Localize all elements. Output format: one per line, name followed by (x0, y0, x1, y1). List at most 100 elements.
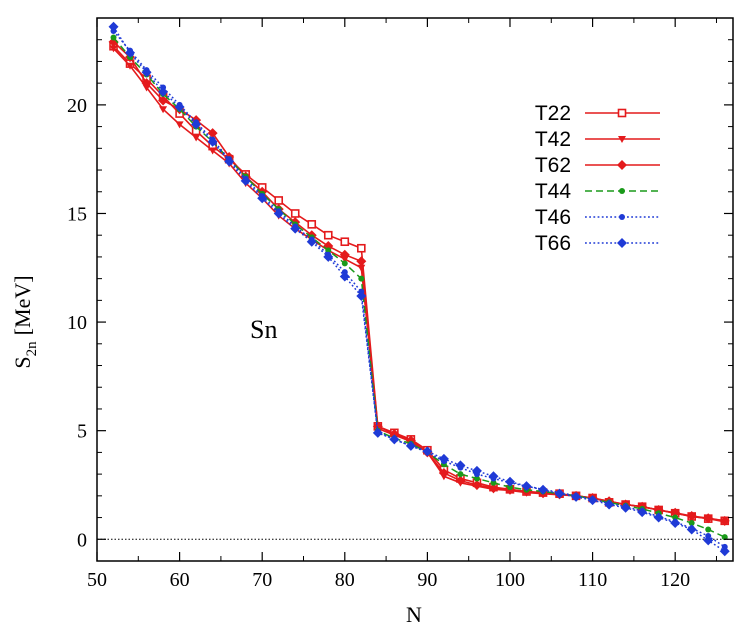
legend-entry-t66: T66 (535, 232, 660, 255)
data-point-t62 (339, 249, 350, 260)
data-point-t42 (109, 45, 118, 53)
x-tick-label: 80 (335, 569, 355, 591)
series-t46 (110, 28, 728, 550)
data-point-t66 (637, 507, 648, 518)
data-point-t66 (438, 453, 449, 464)
legend-marker-t42 (618, 136, 626, 143)
element-annotation: Sn (250, 315, 277, 344)
series-line-t42 (112, 47, 725, 523)
legend-label-t66: T66 (535, 232, 571, 255)
data-point-t62 (703, 513, 714, 524)
data-point-t62 (488, 483, 499, 494)
data-point-t66 (372, 427, 383, 438)
data-point-t42 (126, 62, 135, 70)
series-line-t46 (112, 30, 726, 548)
series-t62 (108, 36, 730, 526)
data-point-t62 (389, 428, 400, 439)
y-tick-label: 10 (67, 312, 87, 334)
data-point-t66 (389, 434, 400, 445)
data-point-t62 (356, 256, 367, 267)
data-point-t44 (341, 260, 348, 267)
series-t42 (109, 45, 729, 526)
data-point-t22 (307, 220, 317, 229)
data-point-t42 (192, 134, 201, 142)
y-tick-label: 0 (77, 529, 87, 551)
legend-marker-t46 (619, 214, 625, 220)
data-point-t66 (504, 476, 515, 487)
data-point-t66 (455, 460, 466, 471)
data-point-t22 (340, 237, 350, 247)
y-axis-label-unit: [MeV] (10, 275, 35, 335)
legend-marker-t22 (617, 108, 627, 118)
data-point-t44 (688, 519, 695, 526)
data-point-t44 (705, 526, 712, 533)
data-point-t66 (670, 517, 681, 528)
plot-layer (97, 21, 733, 557)
legend-marker-t66 (617, 238, 627, 248)
data-point-t42 (175, 121, 184, 129)
data-point-t62 (686, 511, 697, 522)
x-tick-label: 110 (578, 569, 607, 591)
data-point-t66 (488, 471, 499, 482)
data-point-t22 (290, 209, 300, 218)
data-point-t66 (571, 491, 582, 502)
data-point-t42 (159, 106, 168, 114)
legend-label-t44: T44 (535, 180, 572, 203)
data-point-t66 (339, 271, 350, 282)
data-point-t62 (719, 515, 730, 526)
data-point-t62 (471, 479, 482, 490)
data-point-t66 (604, 499, 615, 510)
data-point-t22 (357, 243, 366, 253)
data-point-t66 (323, 251, 334, 262)
legend: T22 T42 T62 T44 T46 T66 (535, 102, 660, 255)
data-point-t66 (554, 488, 565, 499)
data-point-t66 (356, 291, 367, 302)
data-point-t66 (224, 156, 235, 167)
legend-marker-t44 (619, 188, 625, 194)
data-point-t66 (306, 236, 317, 247)
legend-label-t46: T46 (535, 206, 571, 229)
data-point-t66 (471, 465, 482, 476)
x-tick-label: 100 (495, 569, 525, 591)
legend-marker-t62 (617, 160, 627, 170)
data-point-t66 (207, 136, 218, 147)
x-tick-label: 90 (417, 569, 437, 591)
legend-entry-t46: T46 (535, 206, 660, 229)
data-point-t66 (686, 524, 697, 535)
data-point-t44 (721, 534, 728, 541)
x-tick-label: 70 (252, 569, 272, 591)
y-tick-label: 15 (67, 203, 87, 225)
data-point-t44 (506, 484, 513, 491)
plot-frame (96, 17, 734, 562)
data-point-t44 (473, 475, 480, 482)
data-point-t66 (422, 446, 433, 457)
x-axis-label: N (406, 602, 422, 627)
x-tick-label: 120 (660, 569, 690, 591)
data-point-t44 (110, 34, 117, 41)
data-point-t66 (719, 546, 730, 557)
legend-entry-t22: T22 (535, 102, 660, 125)
x-tick-label: 50 (87, 569, 107, 591)
data-point-t62 (670, 507, 681, 518)
data-point-t66 (587, 495, 598, 506)
data-point-t44 (358, 275, 365, 282)
data-point-t66 (191, 119, 202, 130)
series-line-t66 (112, 26, 726, 552)
data-point-t66 (538, 484, 549, 495)
series-t22 (109, 41, 730, 526)
data-point-t44 (325, 247, 332, 254)
data-point-t42 (208, 147, 217, 155)
data-point-t44 (672, 514, 679, 521)
data-point-t66 (125, 47, 136, 58)
data-point-t66 (273, 208, 284, 219)
data-point-t66 (240, 175, 251, 186)
data-point-t66 (257, 193, 268, 204)
data-point-t22 (274, 196, 284, 205)
data-point-t66 (653, 512, 664, 523)
y-axis-label: S2n [MeV] (10, 275, 40, 368)
data-point-t66 (405, 440, 416, 451)
data-point-t66 (141, 67, 152, 78)
data-point-t66 (158, 86, 169, 97)
legend-entry-t62: T62 (535, 154, 660, 177)
